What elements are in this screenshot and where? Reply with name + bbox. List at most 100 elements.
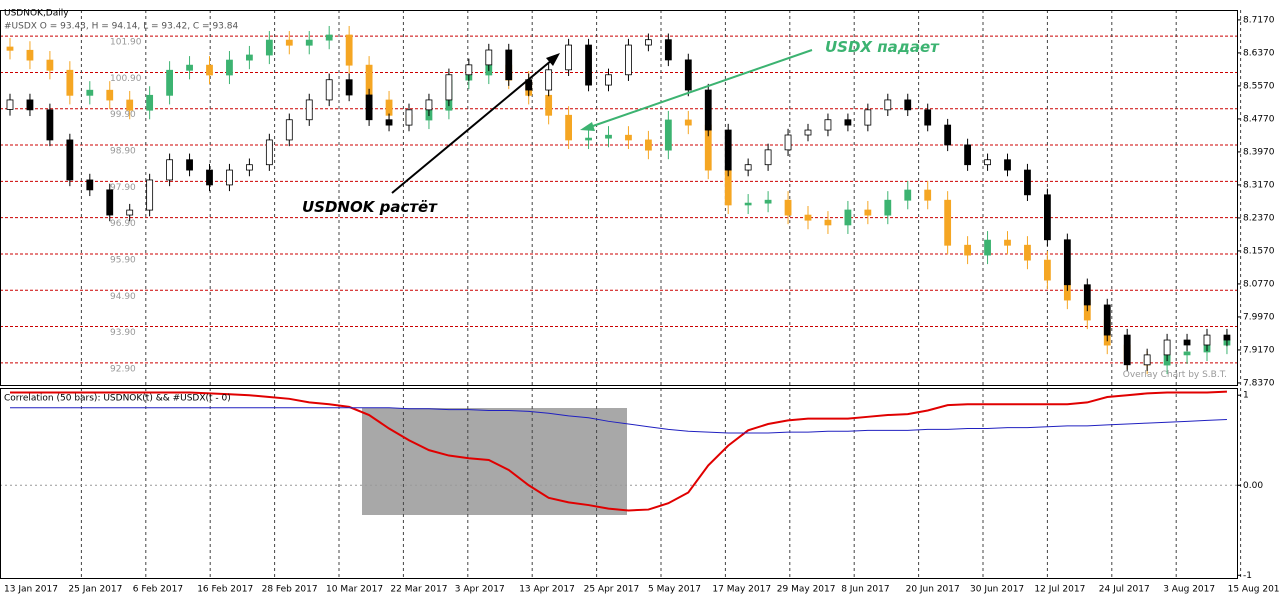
candle-body: [1183, 351, 1191, 356]
candle-body: [445, 74, 453, 101]
y-tick-label: 8.2370: [1243, 213, 1275, 223]
candle-body: [206, 64, 213, 76]
candle-body: [6, 99, 14, 110]
x-tick-label: 24 Jul 2017: [1099, 585, 1150, 595]
x-tick-label: 8 Jun 2017: [841, 585, 889, 595]
candle-body: [824, 119, 832, 131]
candle-body: [305, 39, 313, 46]
plot: 8.7170 8.6370 8.5570 8.4770 8.3970 8.3170 8.23…: [0, 10, 1280, 595]
candle-body: [66, 139, 74, 181]
candle-body: [1103, 304, 1111, 336]
candle-body: [186, 64, 193, 71]
x-tick-label: 28 Feb 2017: [262, 585, 318, 595]
candle-body: [645, 39, 652, 46]
candle-body: [365, 94, 373, 121]
candle-body: [1024, 244, 1031, 261]
series-line: [10, 390, 1227, 512]
candle-body: [1063, 239, 1071, 286]
candle-body: [625, 44, 632, 76]
annotation: USDX падает: [825, 38, 940, 56]
candle-body: [724, 129, 732, 171]
arrow-head: [546, 53, 560, 66]
candle-body: [86, 179, 94, 191]
y-tick-label: 8.6370: [1243, 48, 1275, 58]
candle-body: [565, 44, 572, 71]
candle-body: [904, 189, 912, 201]
y-tick-label: 7.9170: [1243, 345, 1275, 355]
x-tick-label: 15 Aug 2017: [1228, 585, 1280, 595]
y-tick-label: 8.1570: [1243, 246, 1275, 256]
y2-tick-label: 94.90: [110, 292, 136, 302]
candle-body: [6, 46, 14, 51]
candle-body: [345, 79, 353, 96]
chart-subtitle: #USDX O = 93.43, H = 94.14, L = 93.42, C…: [4, 22, 238, 32]
y-tick-label: 0.00: [1243, 481, 1263, 491]
x-tick-label: 25 Apr 2017: [584, 585, 640, 595]
x-tick-label: 13 Apr 2017: [519, 585, 575, 595]
x-tick-label: 10 Mar 2017: [326, 585, 383, 595]
candle-body: [505, 49, 513, 81]
candle-body: [325, 79, 333, 101]
candle-body: [1223, 334, 1231, 341]
x-tick-label: 16 Feb 2017: [197, 585, 253, 595]
y-tick-label: 1: [1243, 391, 1249, 401]
x-tick-label: 25 Jan 2017: [68, 585, 122, 595]
arrow-head: [580, 122, 595, 131]
series-line: [10, 407, 1227, 434]
candle-body: [385, 99, 393, 116]
candle-body: [585, 137, 592, 141]
candle-body: [106, 89, 114, 101]
candle-body: [704, 89, 712, 131]
x-tick-label: 29 May 2017: [777, 585, 836, 595]
candle-body: [126, 209, 134, 216]
candle-body: [106, 189, 114, 216]
candle-body: [824, 219, 832, 226]
candle-body: [46, 109, 54, 141]
candle-body: [1044, 259, 1051, 281]
y-tick-label: 8.7170: [1243, 15, 1275, 25]
candle-body: [625, 134, 632, 141]
candle-body: [924, 109, 932, 126]
candle-body: [345, 34, 353, 66]
indicator-title: Correlation (50 bars): USDNOK(t) && #USD…: [4, 394, 231, 404]
x-tick-label: 3 Aug 2017: [1163, 585, 1215, 595]
y-tick-label: 7.8370: [1243, 378, 1275, 388]
candle-body: [86, 89, 94, 96]
x-tick-label: 13 Jan 2017: [4, 585, 58, 595]
candle-body: [964, 244, 971, 256]
candle-body: [565, 114, 572, 141]
candle-body: [605, 74, 612, 86]
candle-body: [1044, 194, 1051, 241]
y-tick-label: 7.9970: [1243, 312, 1275, 322]
candle-body: [26, 49, 34, 61]
candle-body: [804, 214, 812, 221]
candle-body: [245, 164, 253, 171]
y-tick-label: 8.3970: [1243, 147, 1275, 157]
main-frame: [0, 10, 1238, 386]
x-tick-label: 22 Mar 2017: [390, 585, 447, 595]
candle-body: [684, 59, 692, 91]
y2-tick-label: 97.90: [110, 183, 136, 193]
sub-frame: [0, 388, 1238, 579]
x-tick-label: 3 Apr 2017: [455, 585, 505, 595]
arrow: [391, 59, 553, 194]
candle-body: [226, 169, 233, 186]
watermark: Overlay Chart by S.B.T.: [1123, 370, 1227, 380]
candle-body: [1123, 334, 1131, 366]
candle-body: [166, 159, 174, 181]
x-tick-label: 6 Feb 2017: [133, 585, 183, 595]
candle-body: [545, 69, 553, 91]
candle-body: [784, 199, 792, 216]
candle-body: [66, 69, 74, 96]
candle-body: [206, 169, 213, 186]
x-tick-label: 30 Jun 2017: [970, 585, 1024, 595]
candle-body: [844, 119, 852, 126]
highlight-box: [362, 408, 627, 515]
candle-body: [1163, 339, 1171, 356]
candle-body: [146, 94, 154, 111]
y-tick-label: 8.4770: [1243, 114, 1275, 124]
y-tick-label: 8.3170: [1243, 180, 1275, 190]
candle-body: [864, 109, 872, 126]
x-tick-label: 5 May 2017: [648, 585, 701, 595]
